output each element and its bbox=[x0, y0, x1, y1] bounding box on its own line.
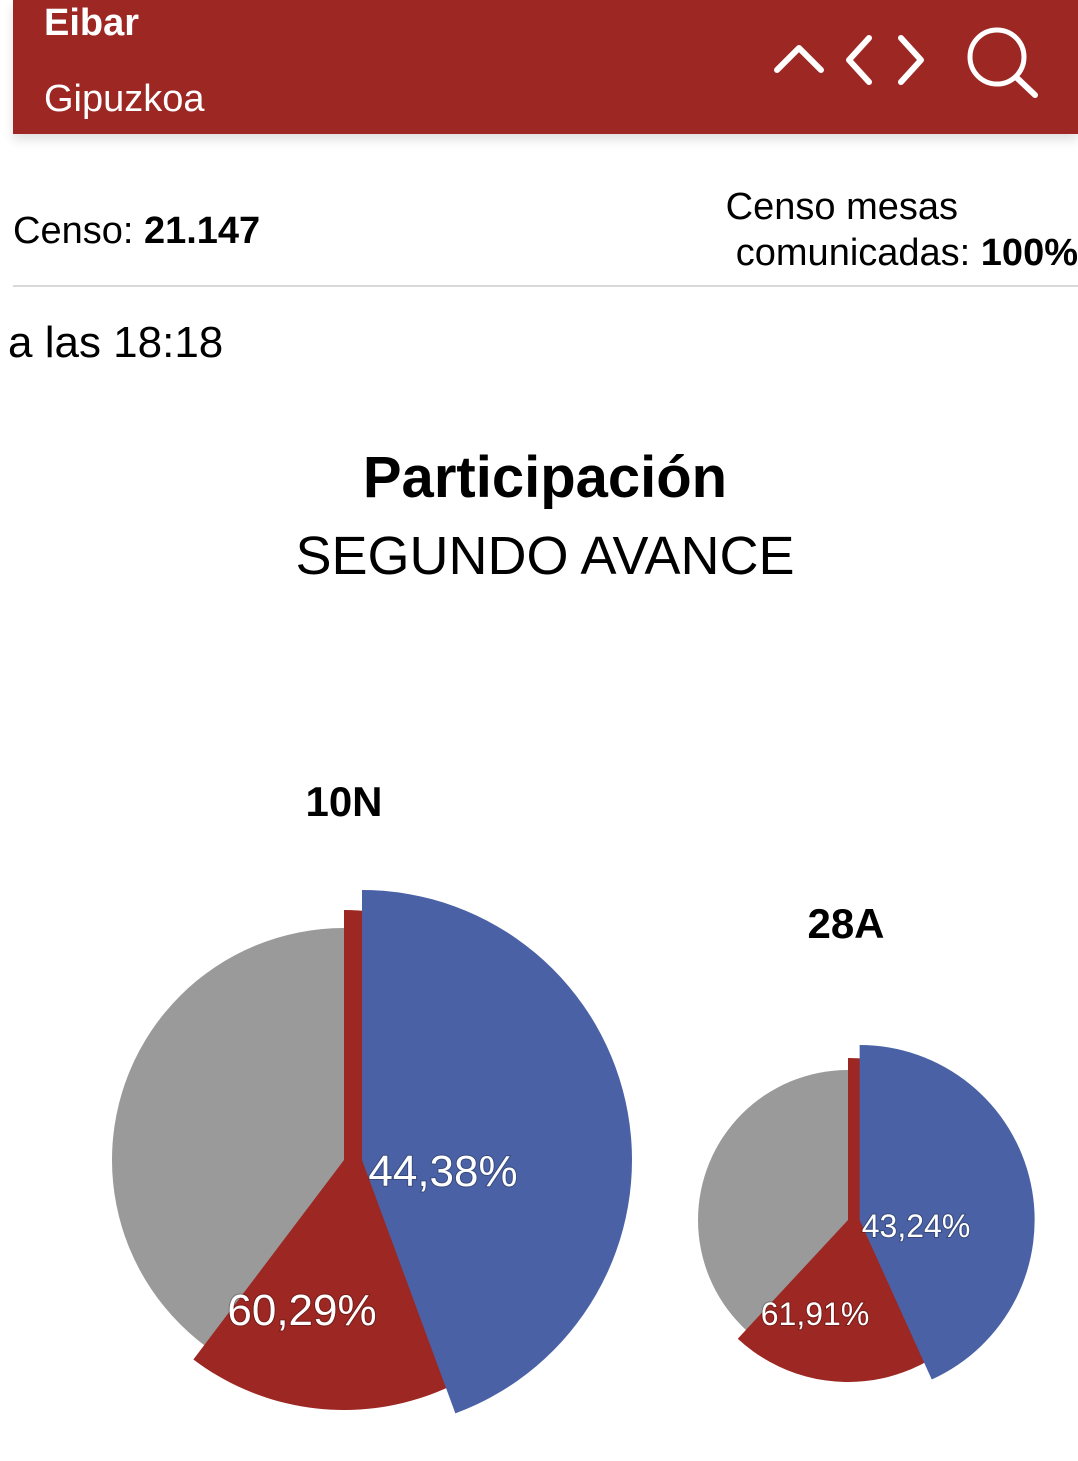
pie-slice-current bbox=[362, 890, 632, 1414]
chevron-right-icon[interactable] bbox=[893, 34, 927, 86]
pie-slice-current bbox=[859, 1045, 1035, 1380]
region-name: Gipuzkoa bbox=[44, 78, 205, 120]
chevron-up-icon[interactable] bbox=[773, 38, 825, 78]
mesas-label-line1: Censo mesas bbox=[725, 186, 958, 228]
header-bar: Eibar Gipuzkoa bbox=[13, 0, 1078, 134]
divider bbox=[13, 285, 1078, 287]
pie-label-previous: 61,91% bbox=[761, 1296, 870, 1332]
place-name: Eibar bbox=[44, 2, 140, 44]
search-icon[interactable] bbox=[963, 25, 1043, 101]
censo-total: Censo: 21.147 bbox=[13, 208, 260, 254]
pie-chart-10n: 44,38% 60,29% bbox=[112, 890, 632, 1414]
chart-label-28a: 28A bbox=[807, 900, 885, 947]
chart-title: Participación bbox=[362, 445, 728, 510]
chevron-left-icon[interactable] bbox=[843, 34, 877, 86]
pie-label-current: 43,24% bbox=[862, 1208, 971, 1244]
mesas-value: 100% bbox=[980, 232, 1078, 274]
censo-mesas: Censo mesas comunicadas: 100% bbox=[726, 184, 1078, 276]
mesas-label-line2: comunicadas: bbox=[735, 232, 971, 274]
pie-label-current: 44,38% bbox=[368, 1147, 517, 1196]
censo-value: 21.147 bbox=[143, 210, 261, 252]
censo-label: Censo: bbox=[13, 210, 134, 252]
pie-label-previous: 60,29% bbox=[227, 1286, 376, 1335]
update-time: a las 18:18 bbox=[8, 318, 224, 367]
chart-subtitle: SEGUNDO AVANCE bbox=[295, 526, 795, 586]
pie-chart-28a: 43,24% 61,91% bbox=[698, 1045, 1035, 1382]
chart-label-10n: 10N bbox=[305, 778, 383, 825]
